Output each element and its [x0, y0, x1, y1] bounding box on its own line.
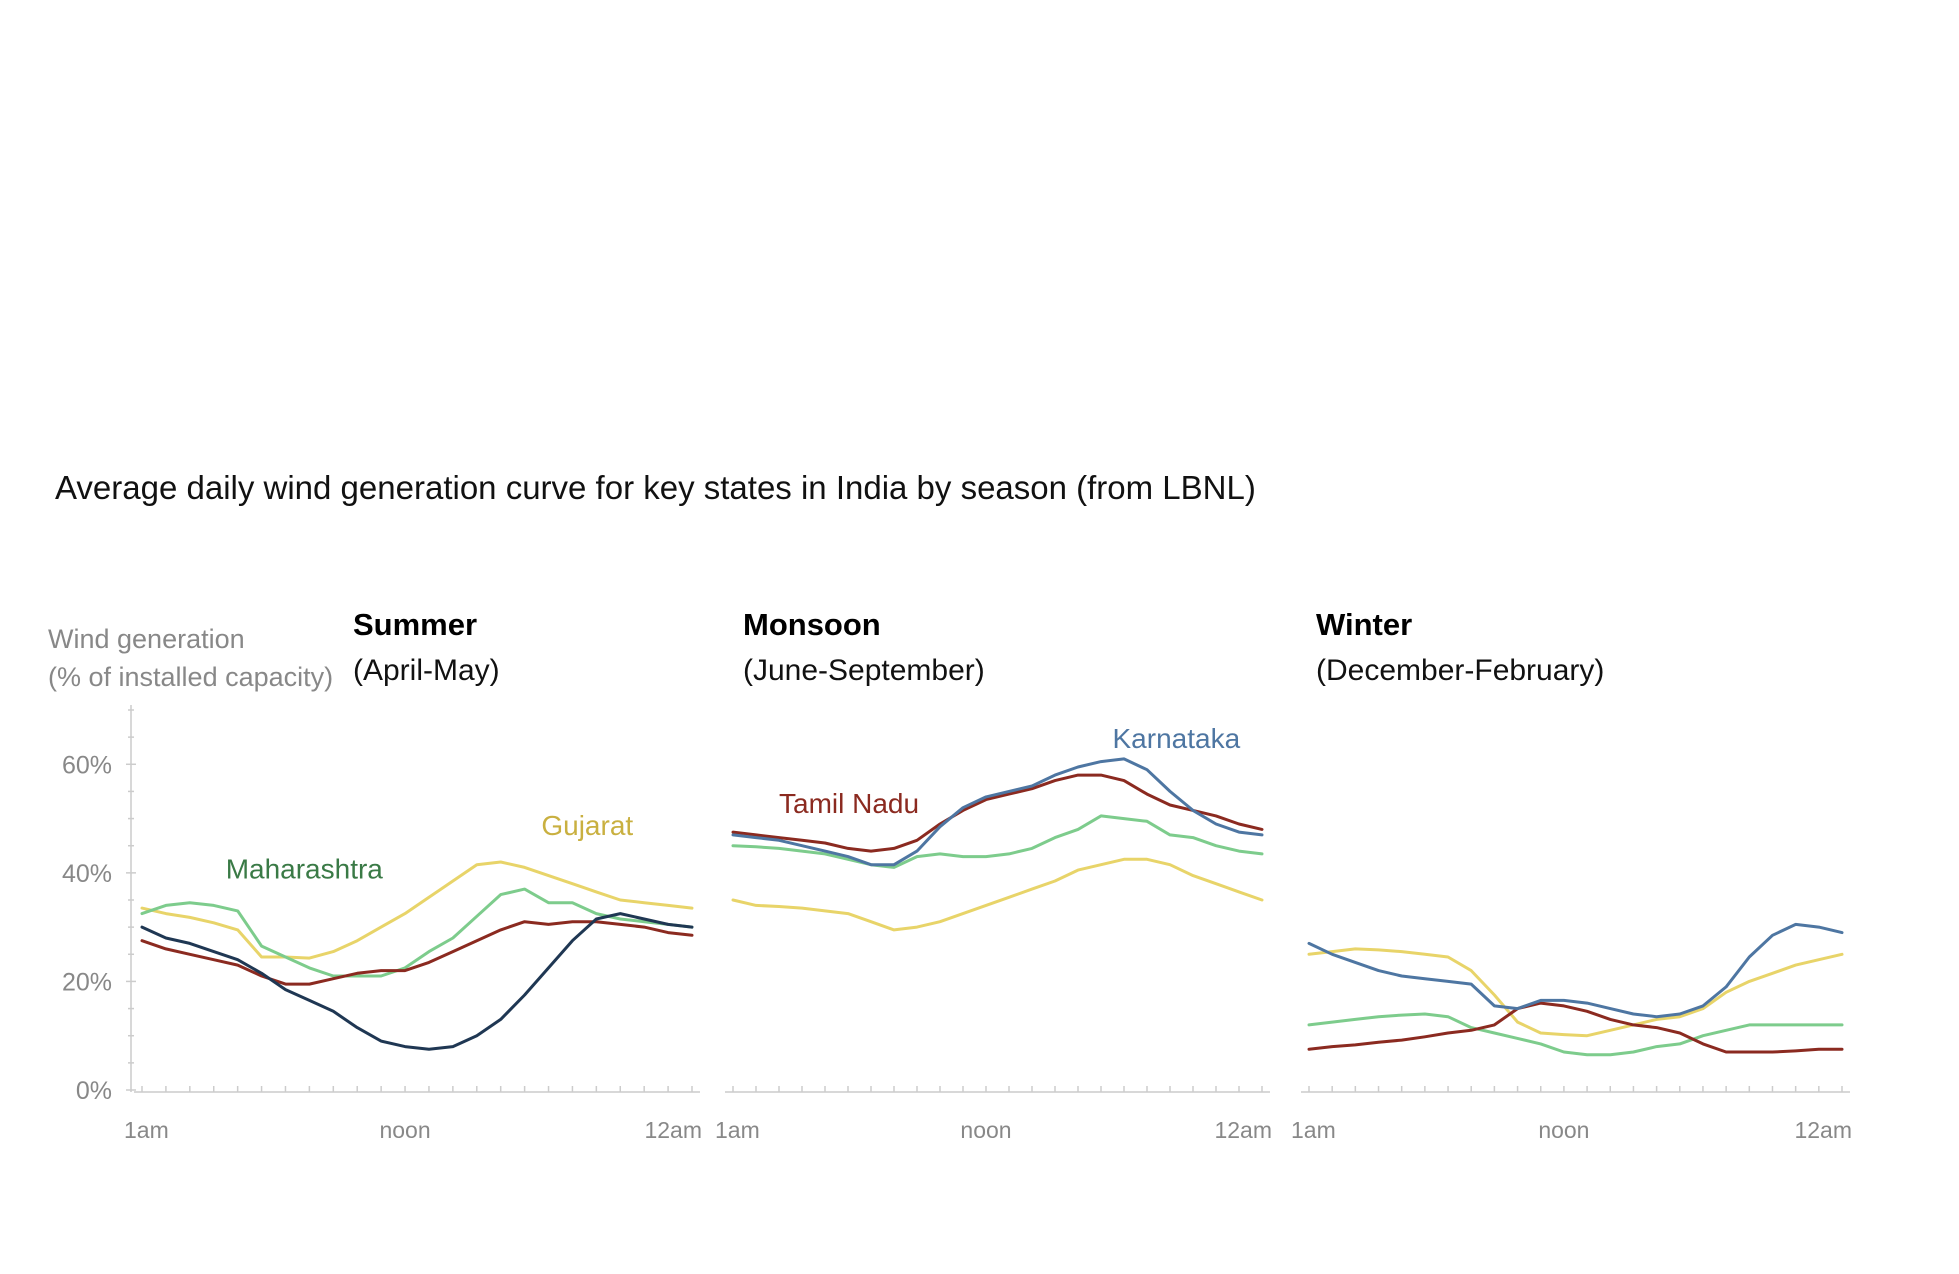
- panel-subtitle: (April-May): [353, 654, 500, 687]
- panel-title: Winter: [1316, 607, 1412, 642]
- series-label-tamil-nadu: Tamil Nadu: [779, 788, 919, 819]
- y-tick-label: 60%: [62, 751, 112, 779]
- series-label-karnataka: Karnataka: [1113, 723, 1241, 754]
- y-tick-label: 20%: [62, 968, 112, 996]
- series-line-maharashtra: [1307, 1012, 1844, 1057]
- panel-monsoon: Monsoon (June-September) 1am noon 12am Tamil …: [715, 607, 1272, 1143]
- series-label-maharashtra: Maharashtra: [226, 853, 384, 884]
- series-line-gujarat: [1307, 947, 1844, 1038]
- x-tick-label: 12am: [1794, 1117, 1852, 1143]
- series-line-tamil-nadu: [140, 920, 694, 986]
- y-axis-label-line1: Wind generation: [48, 624, 245, 654]
- y-tick-label: 0%: [76, 1077, 112, 1105]
- panel-title: Summer: [353, 607, 477, 642]
- panel-subtitle: (December-February): [1316, 654, 1604, 687]
- panel-title: Monsoon: [743, 607, 881, 642]
- y-axis: 0% 20% 40% 60%: [62, 705, 136, 1105]
- series-line-maharashtra: [140, 887, 694, 978]
- series-line-karnataka: [731, 757, 1264, 867]
- series-line-karnataka: [1307, 922, 1844, 1019]
- x-tick-label: noon: [1538, 1117, 1589, 1143]
- series-line-karnataka: [140, 912, 694, 1051]
- chart-title: Average daily wind generation curve for …: [55, 469, 1256, 506]
- series-label-gujarat: Gujarat: [541, 810, 633, 841]
- x-tick-label: noon: [379, 1117, 430, 1143]
- y-axis-label-line2: (% of installed capacity): [48, 662, 333, 692]
- series-line-tamil-nadu: [731, 773, 1264, 853]
- x-tick-label: 12am: [644, 1117, 702, 1143]
- x-tick-label: 1am: [1291, 1117, 1336, 1143]
- x-tick-label: 1am: [124, 1117, 169, 1143]
- x-tick-label: 12am: [1214, 1117, 1272, 1143]
- panel-summer: Summer (April-May) 1am noon 12am Maharashtra G…: [124, 607, 702, 1143]
- series-line-maharashtra: [731, 814, 1264, 869]
- y-tick-label: 40%: [62, 860, 112, 888]
- series-line-gujarat: [731, 857, 1264, 932]
- series-line-tamil-nadu: [1307, 1001, 1844, 1054]
- panel-winter: Winter (December-February) 1am noon 12am: [1291, 607, 1852, 1143]
- x-tick-label: noon: [960, 1117, 1011, 1143]
- panel-subtitle: (June-September): [743, 654, 985, 687]
- x-tick-label: 1am: [715, 1117, 760, 1143]
- series-line-gujarat: [140, 860, 694, 960]
- panels: Summer (April-May) 1am noon 12am Maharashtra G…: [124, 607, 1852, 1143]
